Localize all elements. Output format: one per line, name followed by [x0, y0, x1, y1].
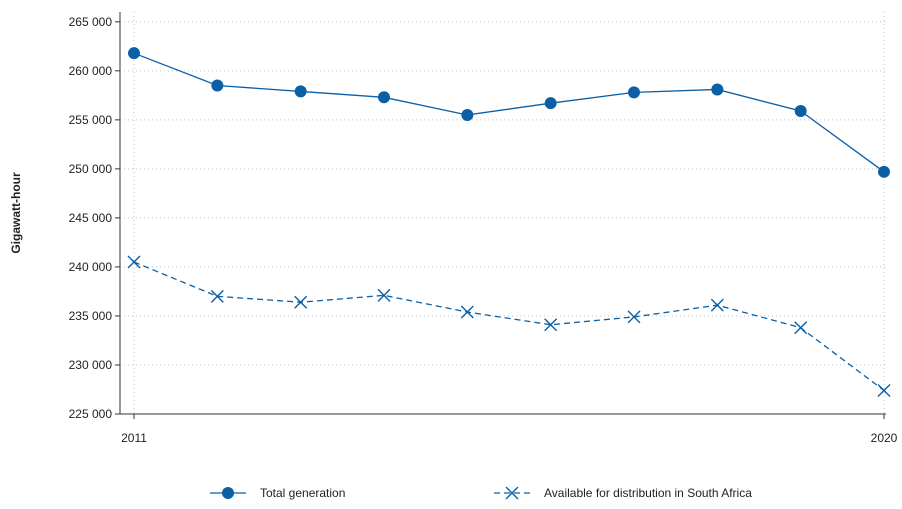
series-group — [128, 47, 890, 178]
y-tick-label: 235 000 — [69, 309, 113, 323]
data-point-x — [294, 295, 308, 309]
data-point-x — [794, 321, 808, 335]
data-point-circle — [878, 165, 890, 178]
data-point-circle — [461, 108, 474, 121]
data-point-x — [210, 289, 224, 303]
data-point-x — [377, 288, 391, 302]
y-tick-label: 225 000 — [69, 407, 113, 421]
y-tick-label: 265 000 — [69, 15, 113, 29]
legend-marker-x — [505, 486, 519, 500]
legend-item: Available for distribution in South Afri… — [494, 486, 752, 500]
legend-marker-circle — [222, 487, 234, 499]
data-point-x — [544, 318, 558, 332]
series-layer — [127, 47, 891, 397]
data-point-circle — [711, 83, 724, 96]
data-point-x — [627, 310, 641, 324]
data-point-x — [710, 298, 724, 312]
y-axis-title: Gigawatt-hour — [9, 172, 23, 254]
data-point-circle — [211, 79, 224, 92]
data-point-circle — [294, 85, 307, 98]
y-tick-label: 260 000 — [69, 64, 113, 78]
data-point-circle — [628, 86, 640, 99]
legend-label: Available for distribution in South Afri… — [544, 486, 752, 500]
x-tick-label: 2011 — [121, 431, 147, 445]
x-tick-label: 2020 — [871, 431, 898, 445]
legend-item: Total generation — [210, 486, 345, 500]
data-point-circle — [378, 91, 390, 104]
axes — [119, 12, 886, 415]
data-point-circle — [794, 105, 807, 118]
data-point-circle — [128, 47, 140, 60]
data-point-x — [460, 305, 474, 319]
y-tick-label: 240 000 — [69, 260, 113, 274]
x-axis-ticks: 2011 2020 — [121, 414, 898, 445]
data-point-x — [877, 383, 891, 397]
y-tick-label: 250 000 — [69, 162, 113, 176]
y-tick-label: 255 000 — [69, 113, 113, 127]
data-point-x — [127, 255, 141, 269]
y-tick-label: 245 000 — [69, 211, 113, 225]
legend: Total generation Available for distributi… — [210, 486, 752, 500]
data-point-circle — [544, 97, 557, 110]
legend-label: Total generation — [260, 486, 345, 500]
series-group — [127, 255, 891, 397]
gridlines — [120, 12, 886, 414]
series-line-dashed — [133, 261, 885, 391]
series-line — [133, 52, 885, 173]
y-axis-ticks: 225 000 230 000 235 000 240 000 245 000 250 0… — [69, 15, 120, 421]
y-tick-label: 230 000 — [69, 358, 113, 372]
